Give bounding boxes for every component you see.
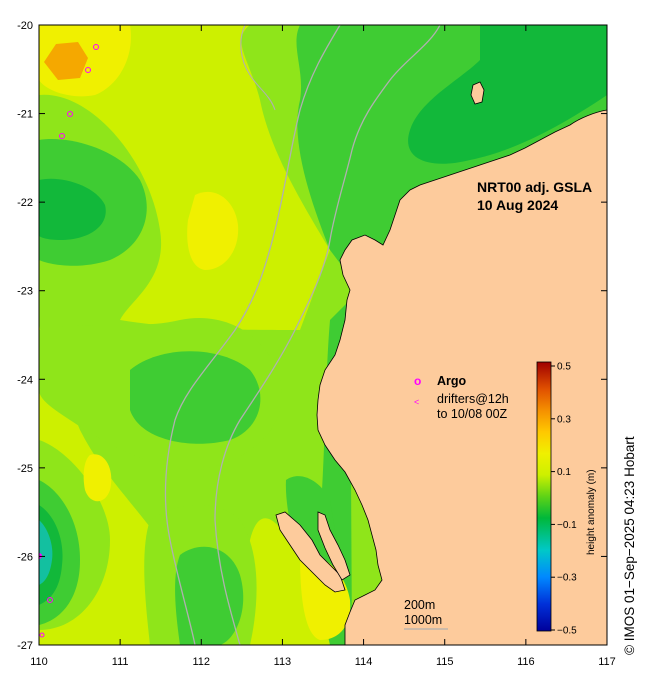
y-tick-label: -26 (17, 551, 33, 563)
x-tick-label: 117 (598, 656, 616, 668)
argo-float[interactable] (85, 67, 91, 73)
y-axis: -20 -21 -22 -23 -24 -25 -26 -27 (17, 20, 607, 652)
anomaly-contour-yellow-1 (187, 191, 239, 270)
colorbar-label: height anomaly (m) (586, 469, 597, 555)
anomaly-contour-yellow-3 (83, 454, 112, 502)
argo-float[interactable] (47, 597, 53, 603)
y-tick-label: -20 (17, 20, 33, 32)
anomaly-contour-green-s (175, 546, 244, 645)
land-peninsula (275, 511, 346, 593)
colorbar-ticks: 0.5 0.3 0.1 −0.1 −0.3 −0.5 (551, 362, 577, 637)
x-tick-label: 115 (436, 656, 454, 668)
colorbar-tick-label: −0.5 (557, 626, 577, 637)
plot-area (39, 25, 607, 645)
island (470, 81, 485, 105)
contour-1000m (164, 25, 341, 645)
x-tick-label: 114 (355, 656, 373, 668)
argo-legend-icon: o (414, 374, 421, 388)
anomaly-contour-cyan-sw (39, 520, 53, 585)
x-tick-label: 110 (30, 656, 48, 668)
colorbar-tick-label: 0.1 (557, 467, 571, 478)
y-tick-label: -21 (17, 109, 33, 121)
y-tick-label: -23 (17, 286, 33, 298)
map-title-line1: NRT00 adj. GSLA (477, 179, 592, 195)
drifter-legend-line1: drifters@12h (437, 392, 509, 406)
anomaly-contour-dkgreen-east (408, 25, 607, 164)
y-tick-label: -25 (17, 463, 33, 475)
colorbar-tick-label: −0.3 (557, 573, 577, 584)
y-tick-label: -24 (17, 374, 33, 386)
plot-frame (38, 24, 608, 646)
contour-200m (214, 25, 441, 645)
bathy-legend-200m: 200m (404, 598, 435, 612)
anomaly-contour-green-mid (130, 351, 261, 444)
anomaly-contour-orange (44, 42, 88, 80)
y-tick-label: -27 (17, 640, 33, 652)
land-peninsula-2 (317, 511, 351, 581)
land-mass (316, 109, 607, 645)
anomaly-contour-dkgreen-nw (39, 178, 106, 240)
drifter-legend-icon: < (414, 397, 419, 407)
bathy-legend-1000m: 1000m (404, 613, 442, 627)
argo-float[interactable] (39, 632, 45, 638)
colorbar-tick-label: 0.3 (557, 414, 571, 425)
x-tick-label: 112 (193, 656, 211, 668)
x-tick-label: 113 (274, 656, 292, 668)
argo-float[interactable] (59, 133, 65, 139)
x-tick-label: 116 (517, 656, 535, 668)
colorbar-tick-label: 0.5 (557, 362, 571, 373)
map-title-line2: 10 Aug 2024 (477, 197, 558, 213)
contour-shelf-west (240, 25, 276, 111)
drifter-legend-line2: to 10/08 00Z (437, 407, 508, 421)
y-tick-label: -22 (17, 197, 33, 209)
copyright-credit: © IMOS 01−Sep−2025 04:23 Hobart (622, 436, 637, 655)
colorbar (536, 361, 552, 632)
argo-legend-label: Argo (437, 374, 467, 388)
argo-float[interactable] (93, 44, 99, 50)
x-axis: 110 111 112 113 114 115 116 117 (30, 25, 616, 668)
x-tick-label: 111 (112, 656, 129, 668)
colorbar-tick-label: −0.1 (557, 520, 577, 531)
argo-float[interactable] (67, 111, 73, 117)
